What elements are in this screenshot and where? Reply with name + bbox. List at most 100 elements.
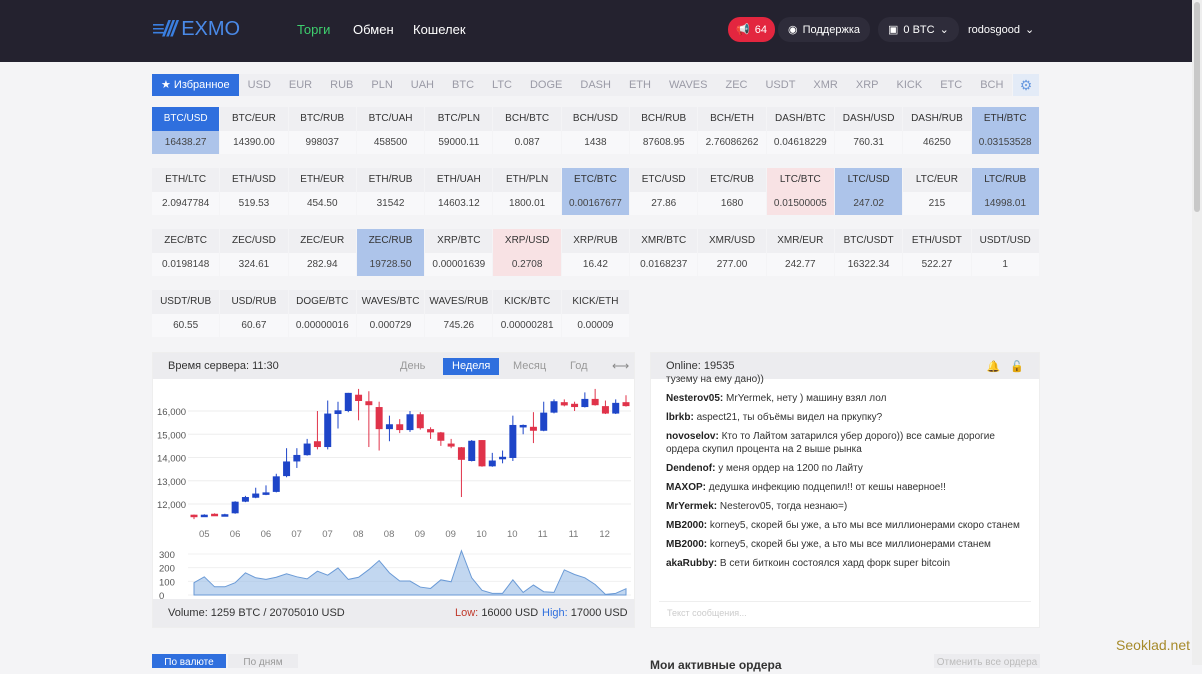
ticker-eth-rub[interactable]: ETH/RUB 31542: [356, 168, 426, 215]
settings-gear-icon[interactable]: ⚙: [1013, 74, 1039, 96]
tab-btc[interactable]: BTC: [452, 79, 475, 91]
ticker-waves-rub[interactable]: WAVES/RUB 745.26: [425, 290, 494, 337]
tab-usd[interactable]: USD: [247, 79, 271, 91]
ticker-btc-rub[interactable]: BTC/RUB 998037: [288, 107, 357, 154]
ticker-bch-btc[interactable]: BCH/BTC 0.087: [493, 107, 562, 154]
ticker-xrp-btc[interactable]: XRP/BTC 0.00001639: [425, 229, 494, 276]
bell-icon[interactable]: 🔔: [986, 360, 1001, 373]
ticker-eth-btc[interactable]: ETH/BTC 0.03153528: [971, 107, 1040, 154]
ticker-kick-eth[interactable]: KICK/ETH 0.00009: [561, 290, 631, 337]
ticker-zec-btc[interactable]: ZEC/BTC 0.0198148: [152, 229, 221, 276]
ticker-dash-rub[interactable]: DASH/RUB 46250: [903, 107, 972, 154]
ticker-doge-btc[interactable]: DOGE/BTC 0.00000016: [288, 290, 357, 337]
ticker-usdt-rub[interactable]: USDT/RUB 60.55: [152, 290, 221, 337]
chat-username[interactable]: MAXOP:: [666, 482, 706, 493]
tab-dash[interactable]: DASH: [580, 79, 611, 91]
ticker-xmr-eur[interactable]: XMR/EUR 242.77: [766, 229, 835, 276]
tab-pln[interactable]: PLN: [371, 79, 393, 91]
wallet-balance-dropdown[interactable]: ▣ 0 BTC ⌄: [878, 17, 959, 42]
tab-bch[interactable]: BCH: [980, 79, 1004, 91]
ticker-ltc-btc[interactable]: LTC/BTC 0.01500005: [766, 168, 835, 215]
ticker-eth-eur[interactable]: ETH/EUR 454.50: [288, 168, 357, 215]
chat-username[interactable]: Nesterov05:: [666, 393, 724, 404]
chat-username[interactable]: MB2000:: [666, 520, 708, 531]
ticker-waves-btc[interactable]: WAVES/BTC 0.000729: [356, 290, 426, 337]
tab-eur[interactable]: EUR: [288, 79, 313, 91]
nav-exchange[interactable]: Обмен: [353, 22, 394, 37]
ticker-eth-uah[interactable]: ETH/UAH 14603.12: [425, 168, 494, 215]
tab-favorites[interactable]: ★ Избранное: [152, 74, 239, 96]
tab-uah[interactable]: UAH: [410, 79, 435, 91]
tab-usdt[interactable]: USDT: [765, 79, 796, 91]
lock-icon[interactable]: 🔓: [1010, 360, 1024, 373]
ticker-etc-usd[interactable]: ETC/USD 27.86: [630, 168, 699, 215]
chat-username[interactable]: MB2000:: [666, 539, 708, 550]
ticker-etc-btc[interactable]: ETC/BTC 0.00167677: [561, 168, 631, 215]
user-menu[interactable]: rodosgood ⌄: [968, 23, 1035, 37]
ticker-usdt-usd[interactable]: USDT/USD 1: [971, 229, 1040, 276]
price-chart[interactable]: 12,000 13,000 14,000 15,000 16,000 05 06 06 07 07…: [153, 379, 634, 601]
tab-etc[interactable]: ETC: [940, 79, 963, 91]
tab-kick[interactable]: KICK: [896, 79, 923, 91]
nav-trade[interactable]: Торги: [297, 22, 331, 37]
ticker-btc-pln[interactable]: BTC/PLN 59000.11: [425, 107, 494, 154]
tab-rub[interactable]: RUB: [330, 79, 354, 91]
ticker-btc-eur[interactable]: BTC/EUR 14390.00: [220, 107, 289, 154]
chat-message-input[interactable]: Текст сообщения...: [659, 601, 1031, 623]
pair-price: 2.0947784: [152, 192, 220, 215]
tab-doge[interactable]: DOGE: [529, 79, 563, 91]
ticker-xmr-usd[interactable]: XMR/USD 277.00: [698, 229, 767, 276]
ticker-zec-rub[interactable]: ZEC/RUB 19728.50: [356, 229, 426, 276]
support-button[interactable]: ◉ Поддержка: [778, 17, 870, 42]
notifications-button[interactable]: 📢 64: [728, 17, 775, 42]
chat-username[interactable]: MrYermek:: [666, 501, 718, 512]
ticker-btc-usd[interactable]: BTC/USD 16438.27: [152, 107, 221, 154]
ticker-etc-rub[interactable]: ETC/RUB 1680: [698, 168, 767, 215]
candle-body: [488, 460, 496, 467]
ticker-dash-usd[interactable]: DASH/USD 760.31: [834, 107, 904, 154]
ticker-btc-usdt[interactable]: BTC/USDT 16322.34: [834, 229, 904, 276]
by-days-button[interactable]: По дням: [228, 654, 298, 668]
tab-waves[interactable]: WAVES: [668, 79, 708, 91]
ticker-usd-rub[interactable]: USD/RUB 60.67: [220, 290, 289, 337]
ticker-eth-pln[interactable]: ETH/PLN 1800.01: [493, 168, 562, 215]
ticker-bch-eth[interactable]: BCH/ETH 2.76086262: [698, 107, 767, 154]
period-day[interactable]: День: [400, 360, 426, 372]
chat-username[interactable]: lbrkb:: [666, 412, 694, 423]
ticker-btc-uah[interactable]: BTC/UAH 458500: [356, 107, 426, 154]
tab-ltc[interactable]: LTC: [492, 79, 512, 91]
nav-wallet[interactable]: Кошелек: [413, 22, 466, 37]
period-year[interactable]: Год: [570, 360, 588, 372]
ticker-eth-usdt[interactable]: ETH/USDT 522.27: [903, 229, 972, 276]
ticker-eth-usd[interactable]: ETH/USD 519.53: [220, 168, 289, 215]
ticker-zec-usd[interactable]: ZEC/USD 324.61: [220, 229, 289, 276]
scrollbar[interactable]: [1192, 0, 1202, 665]
chat-username[interactable]: akaRubby:: [666, 558, 718, 569]
tab-xrp[interactable]: XRP: [855, 79, 879, 91]
ticker-ltc-rub[interactable]: LTC/RUB 14998.01: [971, 168, 1040, 215]
expand-icon[interactable]: ⟷: [612, 359, 630, 373]
ticker-kick-btc[interactable]: KICK/BTC 0.00000281: [493, 290, 562, 337]
exmo-logo[interactable]: ≡///EXMO: [152, 16, 241, 41]
ticker-xrp-rub[interactable]: XRP/RUB 16.42: [561, 229, 631, 276]
tab-xmr[interactable]: XMR: [813, 79, 838, 91]
ticker-ltc-usd[interactable]: LTC/USD 247.02: [834, 168, 904, 215]
ticker-ltc-eur[interactable]: LTC/EUR 215: [903, 168, 972, 215]
ticker-eth-ltc[interactable]: ETH/LTC 2.0947784: [152, 168, 221, 215]
cancel-all-orders-button[interactable]: Отменить все ордера: [934, 654, 1040, 668]
pair-price: 1438: [561, 131, 630, 154]
ticker-xmr-btc[interactable]: XMR/BTC 0.0168237: [630, 229, 699, 276]
ticker-zec-eur[interactable]: ZEC/EUR 282.94: [288, 229, 357, 276]
ticker-bch-usd[interactable]: BCH/USD 1438: [561, 107, 631, 154]
ticker-dash-btc[interactable]: DASH/BTC 0.04618229: [766, 107, 835, 154]
ticker-bch-rub[interactable]: BCH/RUB 87608.95: [630, 107, 699, 154]
tab-eth[interactable]: ETH: [628, 79, 651, 91]
chat-username[interactable]: novoselov:: [666, 431, 719, 442]
chat-username[interactable]: Dendenof:: [666, 463, 716, 474]
period-week[interactable]: Неделя: [443, 358, 500, 375]
period-month[interactable]: Месяц: [513, 360, 547, 372]
ticker-xrp-usd[interactable]: XRP/USD 0.2708: [493, 229, 562, 276]
tab-zec[interactable]: ZEC: [725, 79, 748, 91]
by-currency-button[interactable]: По валюте: [152, 654, 226, 668]
pair-name: BTC/USD: [152, 107, 220, 131]
